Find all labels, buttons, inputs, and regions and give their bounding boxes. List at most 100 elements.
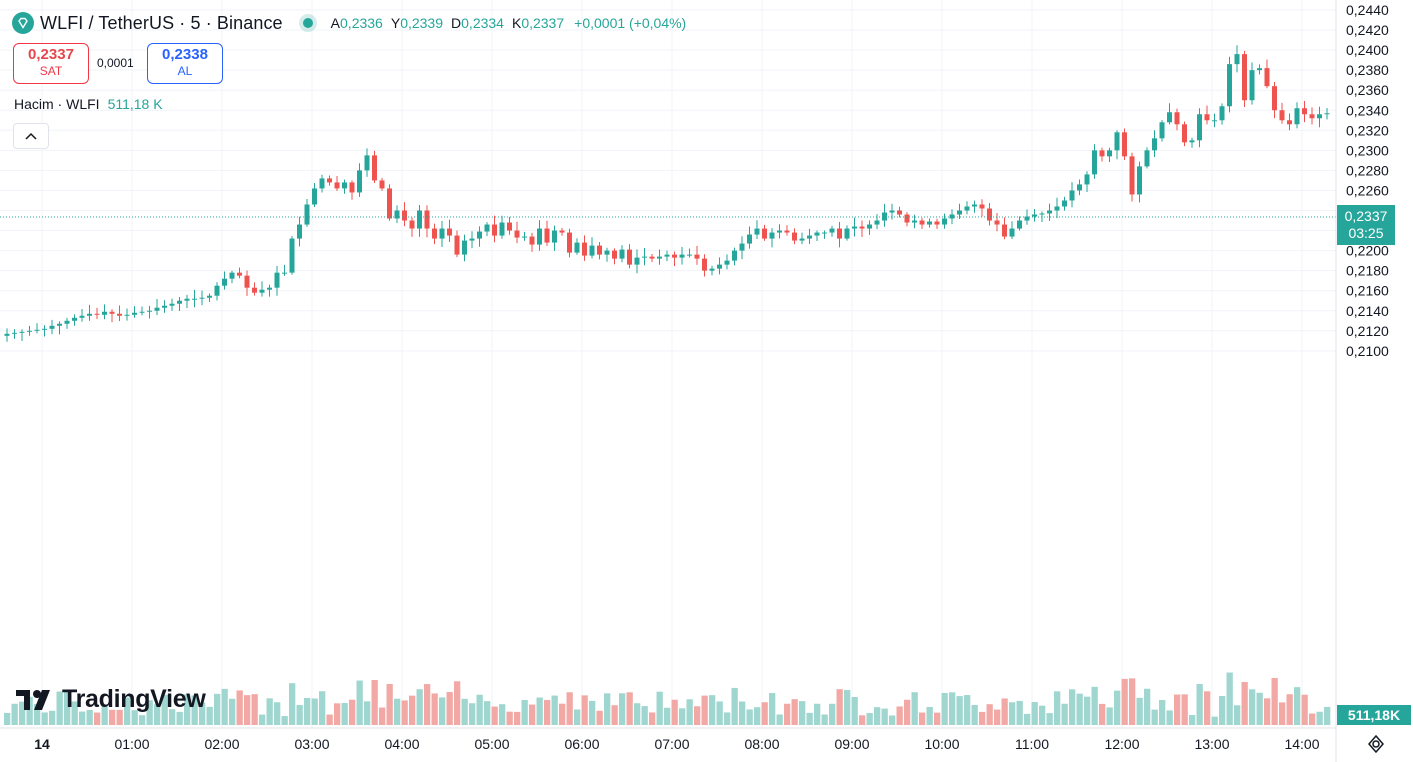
volume-bar (364, 701, 370, 725)
candle-body (1032, 215, 1037, 217)
open-label: A (331, 15, 340, 31)
candle-body (170, 304, 175, 306)
candle-body (140, 312, 145, 313)
volume-bar (724, 712, 730, 725)
candle-body (680, 255, 685, 258)
candle-body (132, 313, 137, 315)
volume-bar (1204, 691, 1210, 725)
time-axis[interactable]: 14 01:00 02:00 03:00 04:00 05:00 06:00 07:00 08:… (34, 736, 1320, 752)
volume-bar (492, 707, 498, 725)
candle-body (1265, 68, 1270, 86)
volume-bar (1152, 710, 1158, 725)
candle-body (462, 241, 467, 255)
candle-body (335, 182, 340, 188)
volume-bar (852, 697, 858, 725)
candle-body (402, 211, 407, 221)
volume-bar (507, 712, 513, 725)
volume-bar (214, 694, 220, 725)
volume-bar (1279, 702, 1285, 725)
volume-bar (859, 715, 865, 725)
volume-bar (582, 695, 588, 725)
price-tick-label: 0,2400 (1346, 42, 1389, 58)
market-status-dot[interactable] (303, 18, 313, 28)
volume-bar (552, 696, 558, 725)
volume-bar (1099, 704, 1105, 725)
volume-bar (867, 713, 873, 725)
price-tick-label: 0,2420 (1346, 22, 1389, 38)
sell-price: 0,2337 (14, 47, 88, 63)
volume-bar (1212, 717, 1218, 725)
time-tick-label: 05:00 (474, 736, 509, 752)
tradingview-watermark: TradingView (16, 685, 206, 714)
candle-body (230, 273, 235, 279)
volume-bar (1024, 714, 1030, 725)
volume-bar (1234, 705, 1240, 725)
volume-bar (537, 698, 543, 725)
gear-icon[interactable] (1366, 734, 1386, 754)
volume-bar (477, 695, 483, 725)
grid-lines (0, 0, 1336, 728)
collapse-legend-button[interactable] (13, 123, 49, 149)
volume-bar (282, 716, 288, 725)
volume-bar (874, 707, 880, 725)
candle-body (1047, 211, 1052, 214)
volume-bar (604, 693, 610, 725)
sell-button[interactable]: 0,2337 SAT (13, 43, 89, 84)
candle-body (1175, 112, 1180, 124)
candle-body (380, 180, 385, 188)
candle-body (432, 229, 437, 239)
candle-body (1190, 140, 1195, 142)
candle-body (650, 257, 655, 259)
candle-body (485, 225, 490, 232)
candle-body (1310, 114, 1315, 118)
candle-body (207, 296, 212, 298)
volume-bar (1249, 689, 1255, 725)
volume-bar (522, 700, 528, 725)
volume-bar (777, 714, 783, 725)
volume-bar (357, 681, 363, 725)
candle-body (642, 257, 647, 258)
volume-bar (1294, 687, 1300, 725)
volume-bar (349, 700, 355, 725)
candle-body (1287, 120, 1292, 124)
volume-bar (897, 706, 903, 725)
time-tick-label: 01:00 (114, 736, 149, 752)
volume-bar (657, 692, 663, 725)
volume-bar (1062, 704, 1068, 725)
volume-bar (799, 701, 805, 725)
candle-body (890, 211, 895, 213)
candle-body (687, 255, 692, 256)
volume-bar (612, 705, 618, 725)
candle-body (447, 229, 452, 236)
volume-legend[interactable]: Hacim · WLFI 511,18 K (14, 96, 163, 112)
candle-body (1085, 174, 1090, 184)
candle-body (755, 229, 760, 235)
volume-bar (334, 703, 340, 725)
volume-bar (379, 708, 385, 725)
volume-bar (994, 710, 1000, 725)
price-tick-label: 0,2340 (1346, 102, 1389, 118)
price-tick-label: 0,2260 (1346, 182, 1389, 198)
candle-body (807, 236, 812, 239)
volume-bar (687, 699, 693, 725)
price-axis[interactable]: 0,2100 0,2120 0,2140 0,2160 0,2180 0,2200 0,22… (1346, 2, 1389, 359)
candle-body (57, 324, 62, 326)
time-tick-label: 11:00 (1015, 736, 1049, 752)
candle-body (117, 314, 122, 316)
candle-body (267, 288, 272, 290)
candle-body (342, 182, 347, 188)
volume-bar (229, 699, 235, 725)
time-tick-label: 10:00 (924, 736, 959, 752)
candle-body (1002, 225, 1007, 237)
volume-bar (559, 704, 565, 725)
close-label: K (512, 15, 521, 31)
bar-countdown: 03:25 (1337, 225, 1395, 242)
buy-button[interactable]: 0,2338 AL (147, 43, 223, 84)
candle-body (1122, 132, 1127, 156)
candle-body (327, 178, 332, 182)
time-tick-label: 04:00 (384, 736, 419, 752)
candle-body (5, 334, 10, 336)
symbol-title[interactable]: WLFI / TetherUS · 5 · Binance (40, 13, 283, 34)
volume-bar (297, 705, 303, 725)
